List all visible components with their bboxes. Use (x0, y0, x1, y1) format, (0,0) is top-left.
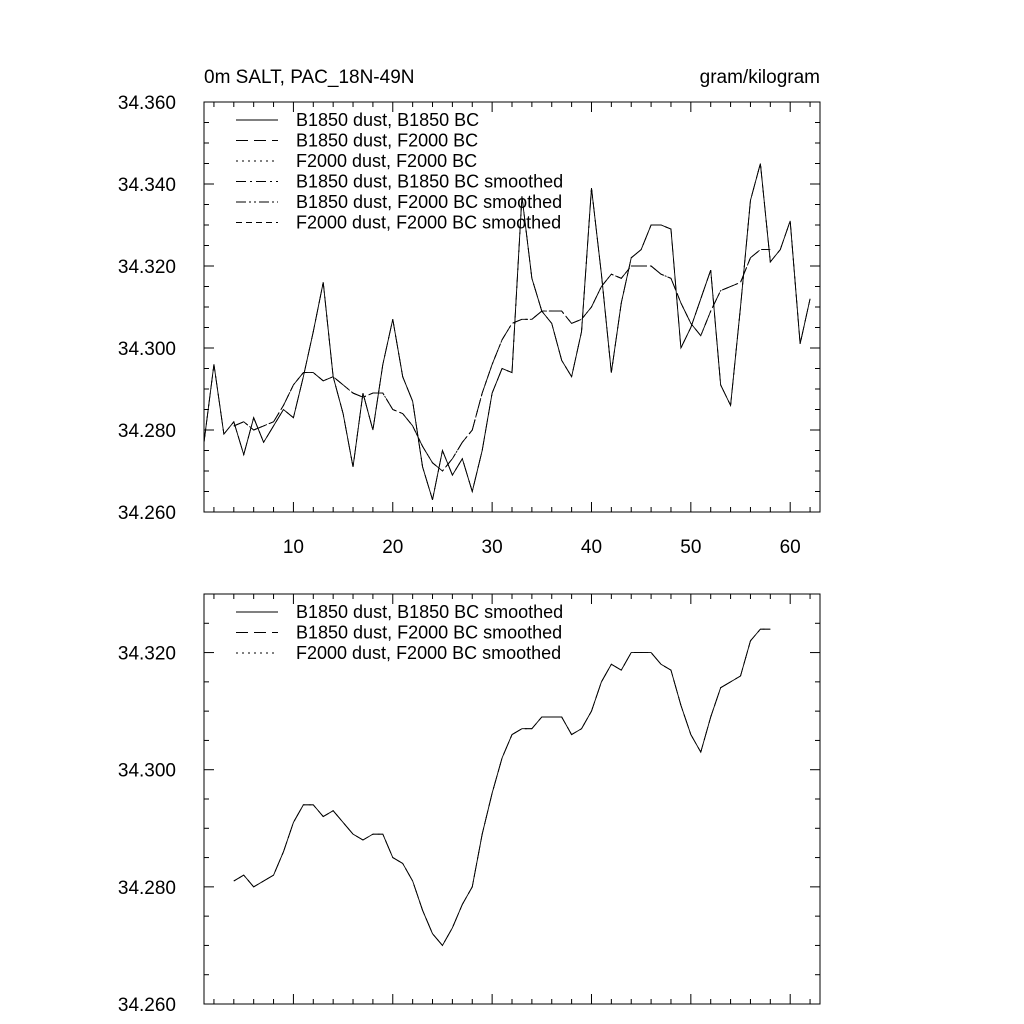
legend-label: B1850 dust, B1850 BC smoothed (296, 172, 563, 192)
y-tick-label: 34.340 (118, 175, 176, 196)
series-line (233, 249, 771, 472)
top-panel: 0m SALT, PAC_18N-49N gram/kilogram 34.26… (118, 67, 821, 558)
series-line (203, 163, 811, 500)
x-tick-label: 30 (482, 537, 503, 558)
y-tick-label: 34.300 (118, 339, 176, 360)
y-tick-label: 34.300 (118, 761, 176, 782)
legend-label: F2000 dust, F2000 BC smoothed (296, 213, 561, 233)
legend-label: B1850 dust, F2000 BC smoothed (296, 192, 562, 212)
x-tick-label: 10 (283, 537, 304, 558)
y-tick-label: 34.260 (118, 503, 176, 524)
x-tick-label: 60 (780, 537, 801, 558)
legend-label: F2000 dust, F2000 BC smoothed (296, 643, 561, 663)
x-tick-label: 20 (382, 537, 403, 558)
legend-label: F2000 dust, F2000 BC (296, 151, 477, 171)
top-panel-units: gram/kilogram (700, 67, 820, 88)
y-tick-label: 34.280 (118, 421, 176, 442)
legend-label: B1850 dust, F2000 BC smoothed (296, 623, 562, 643)
legend-label: B1850 dust, F2000 BC (296, 131, 478, 151)
y-tick-label: 34.320 (118, 257, 176, 278)
bottom-panel: 34.260 34.280 34.300 34.320 B1850 dust, B185… (118, 593, 821, 1016)
series-line (233, 628, 771, 947)
series-line (233, 628, 771, 947)
y-tick-label: 34.360 (118, 93, 176, 114)
series-line (233, 628, 771, 947)
series-line (233, 249, 771, 472)
top-panel-title: 0m SALT, PAC_18N-49N (204, 67, 415, 88)
y-tick-label: 34.280 (118, 878, 176, 899)
y-tick-label: 34.260 (118, 995, 176, 1016)
legend-label: B1850 dust, B1850 BC (296, 110, 479, 130)
y-tick-label: 34.320 (118, 644, 176, 665)
x-tick-label: 40 (581, 537, 602, 558)
series-line (233, 249, 771, 472)
legend-label: B1850 dust, B1850 BC smoothed (296, 602, 563, 622)
x-tick-label: 50 (680, 537, 701, 558)
